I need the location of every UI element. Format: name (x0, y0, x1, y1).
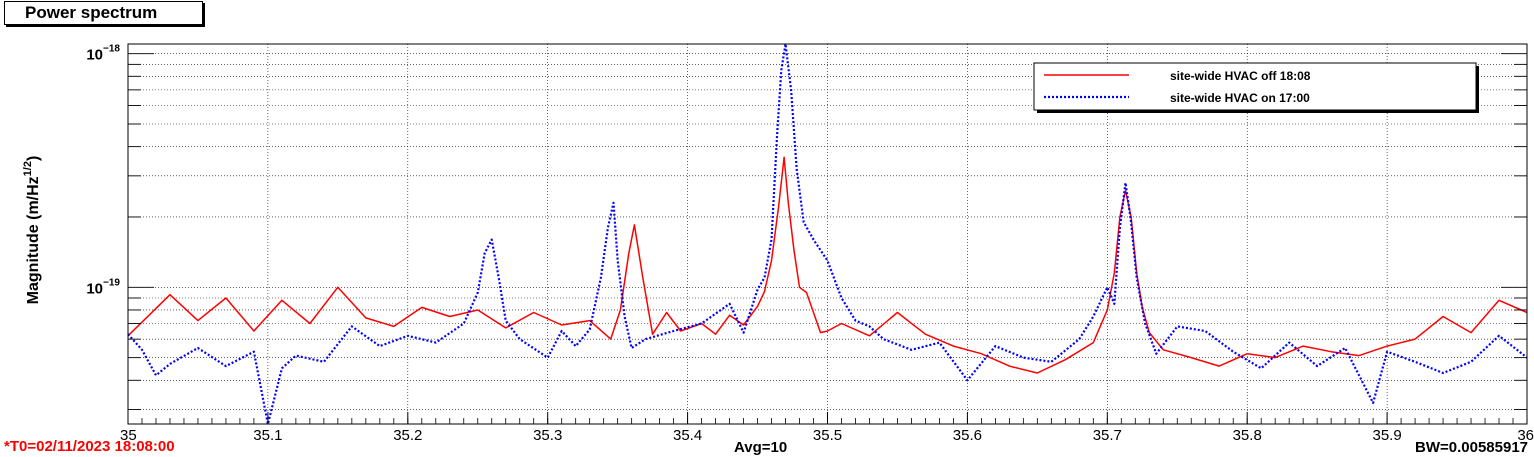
x-tick-label: 35.9 (1372, 427, 1401, 444)
y-axis-label-sup: 1/2 (22, 161, 34, 176)
axes: 35 35.1 35.2 35.3 35.4 35.5 35.6 35.7 35.8 35.9 36… (86, 44, 1534, 444)
average-count: Avg=10 (734, 439, 788, 456)
y-tick-label: 10−19 (86, 277, 120, 297)
x-tick-label: 35.5 (813, 427, 842, 444)
grid (127, 44, 1528, 424)
x-tick-label: 35.6 (953, 427, 982, 444)
x-tick-label: 35 (120, 427, 137, 444)
series-hvac-off-line (127, 156, 1528, 374)
chart-title: Power spectrum (4, 1, 203, 25)
x-tick-label: 35.4 (673, 427, 702, 444)
x-tick-label: 36 (1517, 427, 1534, 444)
legend-label: site-wide HVAC on 17:00 (1170, 91, 1310, 105)
x-tick-label: 35.3 (533, 427, 562, 444)
x-tick-label: 35.7 (1093, 427, 1122, 444)
y-tick-label: 10−18 (86, 44, 120, 64)
legend-box (1033, 62, 1477, 111)
x-tick-label: 35.2 (393, 427, 422, 444)
y-axis-label: Magnitude (m/Hz1/2) (22, 156, 42, 305)
y-axis-label-end: ) (25, 156, 42, 161)
series-layer (127, 42, 1528, 426)
bandwidth-label: BW=0.00585917 (1415, 439, 1528, 456)
legend-label: site-wide HVAC off 18:08 (1170, 69, 1311, 83)
legend: site-wide HVAC off 18:08 site-wide HVAC o… (1033, 62, 1479, 113)
x-tick-label: 35.1 (253, 427, 282, 444)
x-tick-label: 35.8 (1233, 427, 1262, 444)
t0-timestamp: *T0=02/11/2023 18:08:00 (4, 438, 175, 455)
svg-text:Magnitude (m/Hz1/2): Magnitude (m/Hz1/2) (22, 156, 42, 305)
y-axis-label-main: Magnitude (m/Hz (25, 176, 42, 304)
